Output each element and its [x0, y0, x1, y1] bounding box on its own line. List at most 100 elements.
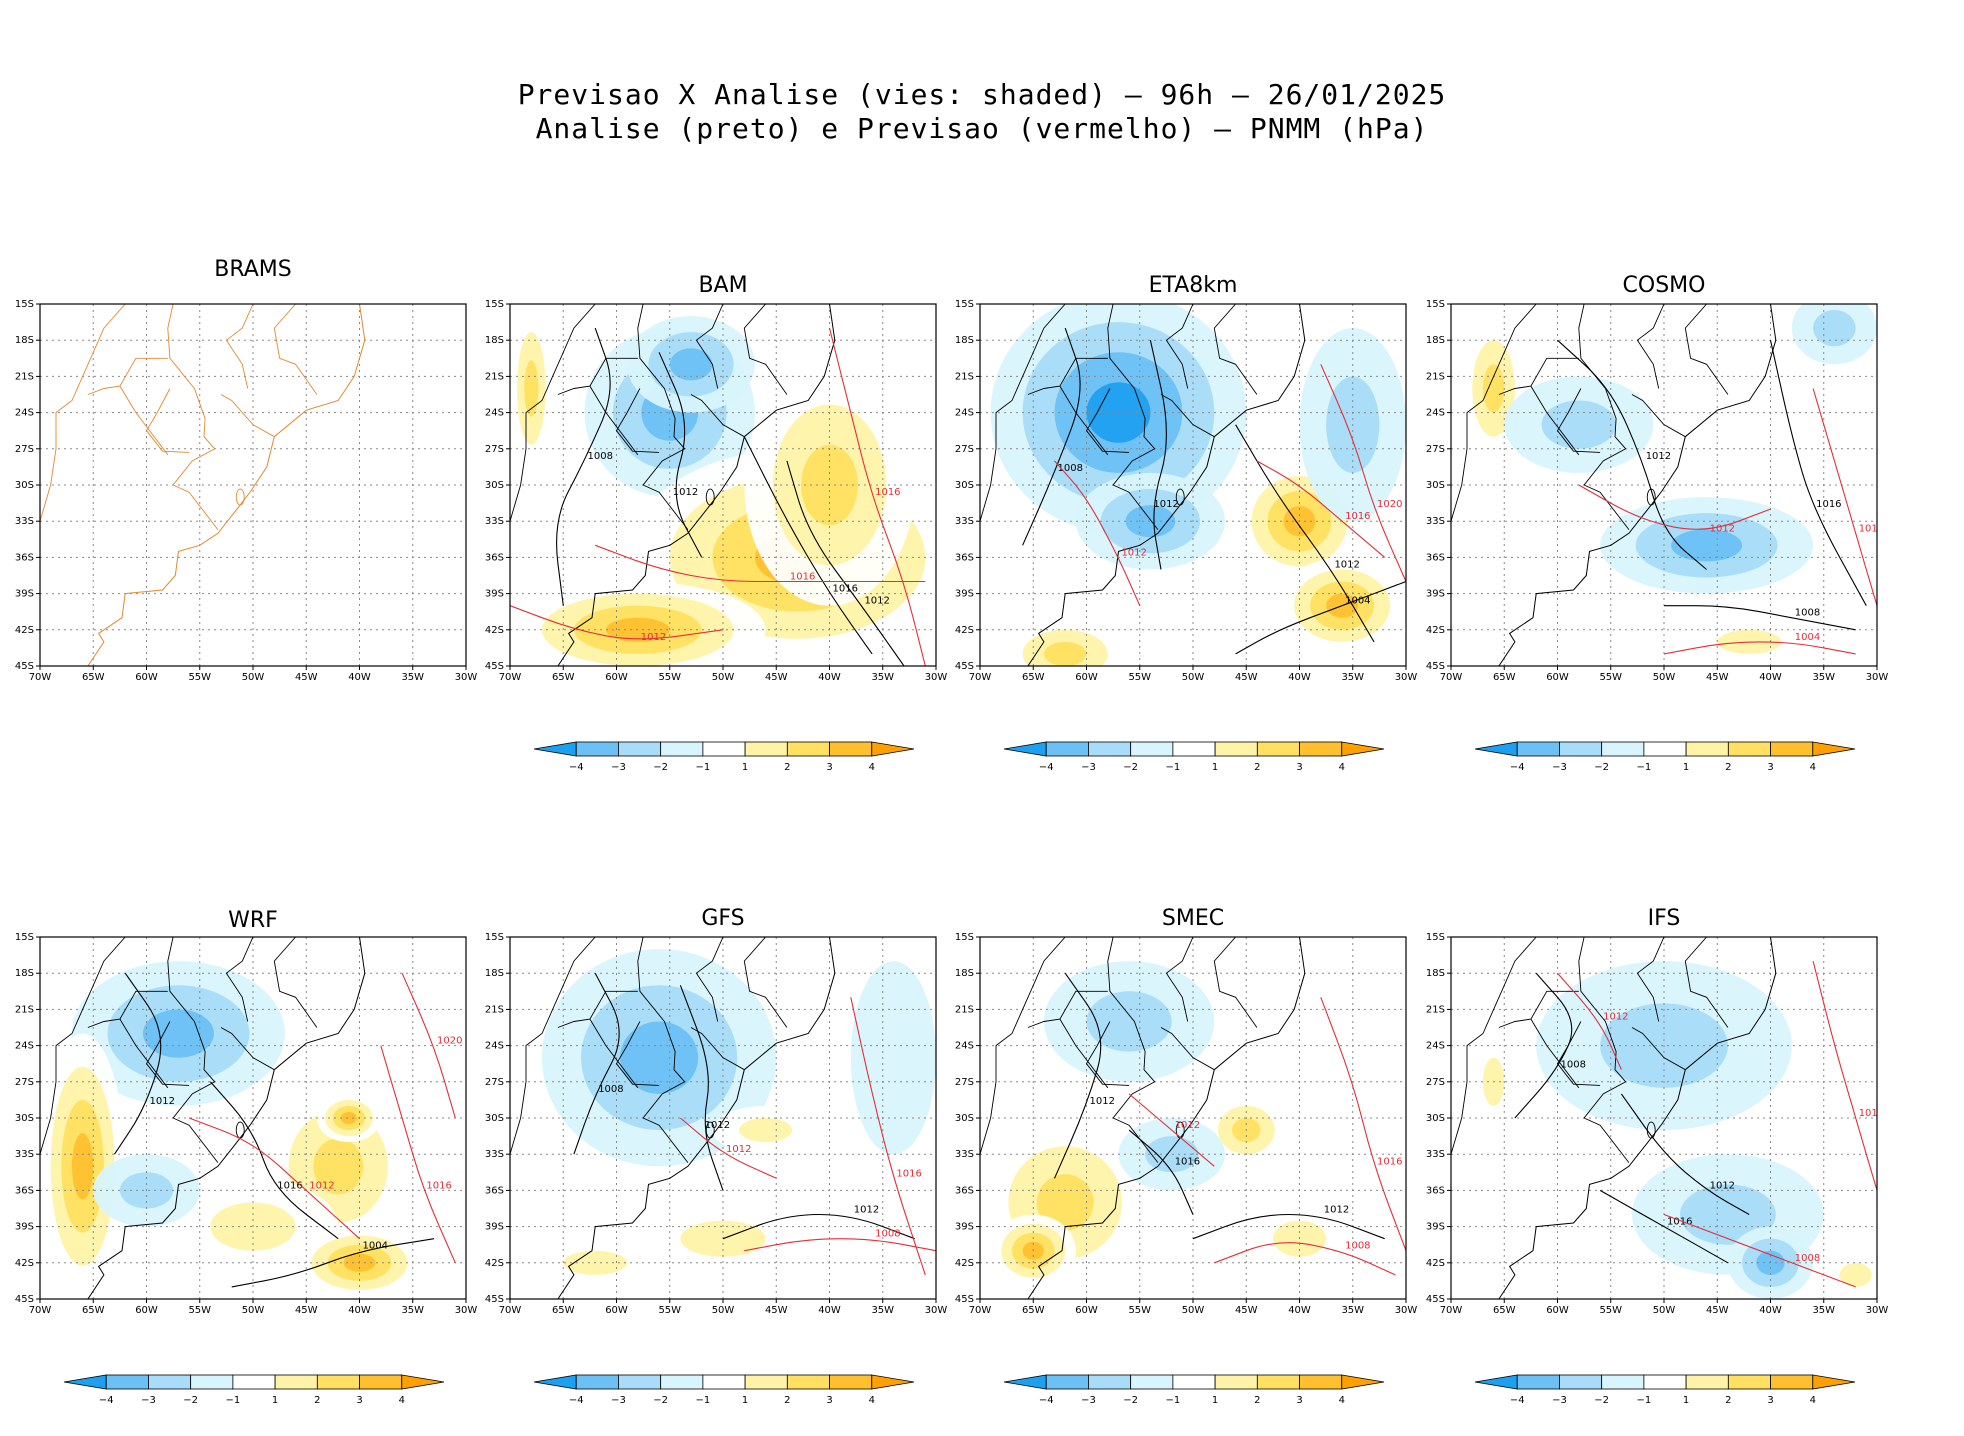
border-bam-4: [589, 385, 639, 456]
colorbar-label-smec-3: −1: [1166, 1395, 1181, 1406]
lon-tick-label-bam-4: 50W: [712, 672, 735, 683]
forecast-contour-label-smec-0: 1012: [1175, 1120, 1200, 1131]
lat-tick-label-bam-9: 42S: [485, 625, 504, 636]
coastline-smec: [1027, 937, 1306, 1299]
forecast-contour-bam-2: [828, 327, 926, 666]
lon-tick-label-gfs-4: 50W: [712, 1305, 735, 1316]
colorbar-label-smec-4: 1: [1212, 1395, 1218, 1406]
lat-tick-label-brams-6: 33S: [15, 516, 34, 527]
colorbar-swatch-eta8km-5: [1214, 741, 1258, 757]
colorbar-wrf: −4 −3 −2 −1 1 2 3 4: [63, 1374, 445, 1406]
lat-tick-label-cosmo-3: 24S: [1426, 408, 1445, 419]
lat-tick-label-wrf-1: 18S: [15, 968, 34, 979]
lon-tick-label-cosmo-5: 45W: [1706, 672, 1729, 683]
forecast-contour-label-eta8km-0: 1012: [1121, 547, 1146, 558]
colorbar-swatch-cosmo-7: [1770, 741, 1814, 757]
analysis-contour-label-smec-2: 1012: [1324, 1205, 1349, 1216]
lat-tick-label-wrf-6: 33S: [15, 1149, 34, 1160]
colorbar-label-ifs-4: 1: [1683, 1395, 1689, 1406]
lon-tick-label-cosmo-0: 70W: [1440, 672, 1463, 683]
lon-tick-label-bam-7: 35W: [871, 672, 894, 683]
border-smec-7: [1165, 937, 1194, 1022]
border-wrf-6: [273, 937, 318, 1028]
border-bam-1: [510, 304, 596, 522]
lon-tick-label-bam-2: 60W: [605, 672, 628, 683]
lat-tick-label-wrf-7: 36S: [15, 1185, 34, 1196]
lat-tick-label-wrf-5: 30S: [15, 1113, 34, 1124]
analysis-contour-label-eta8km-3: 1004: [1345, 596, 1370, 607]
lon-tick-label-ifs-4: 50W: [1653, 1305, 1676, 1316]
lat-tick-label-brams-7: 36S: [15, 552, 34, 563]
lat-tick-label-ifs-9: 42S: [1426, 1258, 1445, 1269]
lon-tick-label-smec-4: 50W: [1182, 1305, 1205, 1316]
analysis-contour-label-cosmo-2: 1016: [1816, 499, 1841, 510]
bias-blob-cosmo-1-2: [1482, 364, 1505, 413]
border-brams-1: [40, 304, 126, 522]
lat-tick-label-bam-3: 24S: [485, 408, 504, 419]
colorbar-label-wrf-3: −1: [226, 1395, 241, 1406]
border-eta8km-7: [1165, 304, 1194, 389]
lon-tick-label-smec-2: 60W: [1075, 1305, 1098, 1316]
border-ifs-7: [1636, 937, 1665, 1022]
panel-title-cosmo: COSMO: [1623, 273, 1706, 298]
forecast-contour-label-bam-0: 1016: [790, 572, 815, 583]
lat-tick-label-eta8km-4: 27S: [955, 444, 974, 455]
lat-tick-label-wrf-3: 24S: [15, 1041, 34, 1052]
lon-tick-label-wrf-4: 50W: [242, 1305, 265, 1316]
panel-title-ifs: IFS: [1648, 906, 1681, 931]
lat-tick-label-gfs-10: 45S: [485, 1294, 504, 1305]
lat-tick-label-bam-1: 18S: [485, 335, 504, 346]
lat-tick-label-eta8km-6: 33S: [955, 516, 974, 527]
lat-tick-label-gfs-1: 18S: [485, 968, 504, 979]
lat-tick-label-brams-8: 39S: [15, 589, 34, 600]
lon-tick-label-gfs-7: 35W: [871, 1305, 894, 1316]
analysis-contour-label-smec-0: 1012: [1090, 1096, 1115, 1107]
forecast-contour-label-bam-1: 1012: [641, 632, 666, 643]
colorbar-label-gfs-5: 2: [784, 1395, 790, 1406]
lon-tick-label-smec-1: 65W: [1022, 1305, 1045, 1316]
colorbar-label-ifs-3: −1: [1637, 1395, 1652, 1406]
bias-blob-cosmo-2-1: [1541, 400, 1617, 449]
figure-title: Previsao X Analise (vies: shaded) — 96h …: [0, 78, 1964, 146]
panel-plot-area-cosmo: 1012 1008 1016 1012 1016 1004: [1451, 304, 1884, 666]
colorbar-label-cosmo-7: 4: [1810, 762, 1816, 773]
coastline-ifs: [1498, 937, 1777, 1299]
coastline-gfs: [557, 937, 836, 1299]
lon-tick-label-wrf-5: 45W: [295, 1305, 318, 1316]
lon-tick-label-gfs-1: 65W: [552, 1305, 575, 1316]
lat-tick-label-wrf-10: 45S: [15, 1294, 34, 1305]
border-bam-5: [690, 394, 745, 438]
coastline-bam: [557, 304, 836, 666]
lon-tick-label-cosmo-3: 55W: [1599, 672, 1622, 683]
analysis-contour-bam-2: [743, 436, 873, 655]
lat-tick-label-wrf-9: 42S: [15, 1258, 34, 1269]
lon-tick-label-bam-3: 55W: [658, 672, 681, 683]
colorbar-swatch-ifs-4: [1643, 1374, 1687, 1390]
colorbar-label-gfs-0: −4: [569, 1395, 584, 1406]
forecast-contour-label-cosmo-2: 1004: [1795, 632, 1820, 643]
forecast-contour-label-ifs-0: 1008: [1795, 1253, 1820, 1264]
colorbar-label-cosmo-0: −4: [1510, 762, 1525, 773]
lon-tick-label-gfs-6: 40W: [818, 1305, 841, 1316]
lon-tick-label-brams-3: 55W: [188, 672, 211, 683]
colorbar-ifs: −4 −3 −2 −1 1 2 3 4: [1474, 1374, 1856, 1406]
colorbar-swatch-cosmo-3: [1601, 741, 1645, 757]
lat-tick-label-smec-0: 15S: [955, 932, 974, 943]
forecast-contour-cosmo-0: [1578, 484, 1771, 530]
lat-tick-label-brams-5: 30S: [15, 480, 34, 491]
colorbar-label-gfs-1: −3: [611, 1395, 626, 1406]
analysis-contour-ifs-1: [1620, 1093, 1750, 1215]
analysis-contour-bam-3: [786, 460, 905, 666]
border-wrf-7: [225, 937, 254, 1022]
lat-tick-label-ifs-3: 24S: [1426, 1041, 1445, 1052]
colorbar-label-ifs-6: 3: [1767, 1395, 1773, 1406]
forecast-contour-label-cosmo-1: 1016: [1859, 523, 1884, 534]
colorbar-swatch-smec-7: [1299, 1374, 1343, 1390]
border-cosmo-1: [1451, 304, 1537, 522]
lat-tick-label-ifs-8: 39S: [1426, 1222, 1445, 1233]
colorbar-swatch-ifs-6: [1727, 1374, 1771, 1390]
colorbar-label-bam-4: 1: [742, 762, 748, 773]
colorbar-swatch-bam-1: [575, 741, 619, 757]
lon-tick-label-ifs-1: 65W: [1493, 1305, 1516, 1316]
